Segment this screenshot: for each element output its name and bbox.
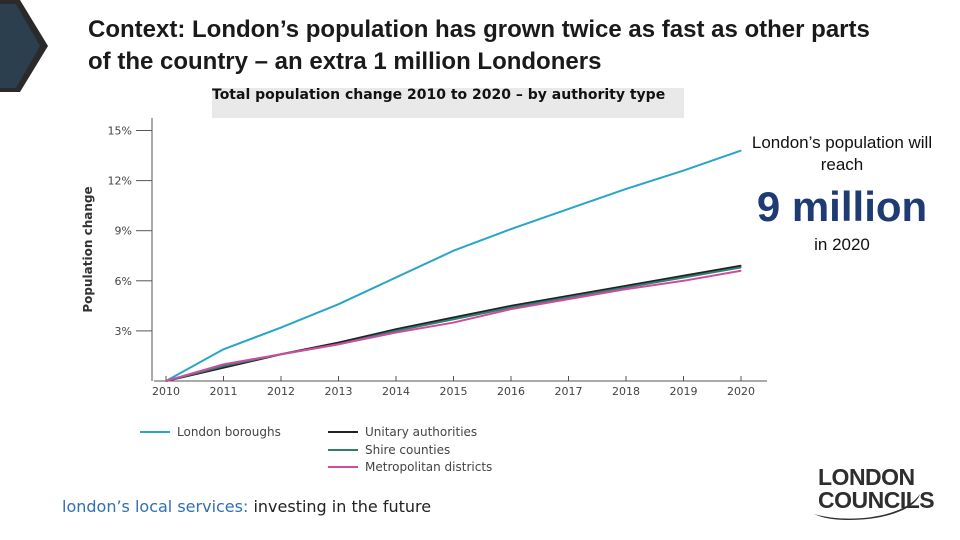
legend-label: Metropolitan districts — [365, 460, 492, 474]
data-point — [567, 296, 570, 299]
data-point — [452, 249, 455, 252]
data-point — [567, 298, 570, 300]
x-tick-label: 2015 — [440, 385, 468, 398]
data-point — [452, 316, 455, 319]
data-point — [625, 286, 627, 289]
data-point — [682, 280, 685, 282]
data-point — [222, 366, 225, 369]
x-tick-label: 2016 — [497, 385, 525, 398]
data-point — [740, 266, 742, 269]
data-point — [682, 276, 685, 279]
data-point — [510, 308, 512, 310]
data-point — [625, 188, 627, 190]
tagline-part-2: investing in the future — [248, 497, 432, 516]
data-point — [337, 303, 340, 305]
data-point — [567, 295, 570, 297]
x-tick-label: 2017 — [555, 385, 583, 398]
population-callout: London’s population will reach 9 million… — [748, 132, 936, 256]
data-point — [740, 264, 742, 267]
data-point — [740, 149, 742, 152]
data-point — [395, 331, 397, 334]
x-tick-label: 2020 — [727, 385, 755, 398]
callout-line-3: in 2020 — [814, 235, 870, 254]
data-point — [510, 228, 512, 230]
legend-label: Unitary authorities — [365, 425, 477, 439]
london-councils-logo: LONDON COUNCILS — [808, 458, 935, 522]
data-point — [510, 306, 512, 309]
data-point — [395, 276, 397, 279]
y-tick-label: 12% — [108, 175, 132, 188]
callout-highlight: 9 million — [756, 183, 928, 230]
legend-label: London boroughs — [177, 425, 281, 439]
series-line-london-boroughs — [165, 149, 742, 382]
data-point — [452, 321, 455, 324]
x-tick-label: 2012 — [267, 385, 295, 398]
data-point — [682, 169, 685, 172]
data-point — [280, 353, 282, 356]
x-tick-label: 2014 — [382, 385, 410, 398]
data-point — [165, 380, 167, 382]
data-point — [337, 343, 340, 346]
data-point — [567, 208, 570, 210]
data-point — [222, 363, 225, 366]
data-point — [740, 269, 742, 272]
callout-line-1: London’s population will reach — [751, 133, 933, 174]
data-point — [625, 285, 627, 287]
y-tick-label: 6% — [115, 275, 132, 288]
data-point — [280, 326, 282, 329]
data-point — [222, 348, 225, 351]
data-point — [337, 341, 340, 344]
tagline-part-1: london’s local services: — [62, 497, 249, 516]
chart-panel: 3% 6% 9% 12% 15% Population change 2010 2011 201… — [64, 84, 782, 488]
slide-title: Context: London’s population has grown t… — [88, 16, 870, 75]
footer-tagline: london’s local services: investing in th… — [62, 497, 431, 516]
data-point — [452, 318, 455, 321]
x-tick-label: 2013 — [325, 385, 353, 398]
data-point — [510, 305, 512, 307]
series-line-metropolitan-districts — [165, 269, 742, 382]
y-axis-label: Population change — [81, 186, 95, 312]
decorative-chevron — [0, 0, 48, 92]
legend-label: Shire counties — [365, 443, 450, 457]
chart-title: Total population change 2010 to 2020 – b… — [212, 88, 684, 118]
x-tick-label: 2011 — [210, 385, 238, 398]
data-point — [395, 330, 397, 332]
x-tick-label: 2010 — [152, 385, 180, 398]
x-tick-label: 2019 — [670, 385, 698, 398]
x-tick-label: 2018 — [612, 385, 640, 398]
data-point — [395, 328, 397, 331]
data-point — [682, 274, 685, 277]
y-tick-label: 15% — [108, 125, 132, 138]
logo-swoosh-icon — [814, 494, 920, 520]
line-chart: 3% 6% 9% 12% 15% Population change 2010 2011 201… — [81, 118, 767, 474]
y-tick-label: 3% — [115, 325, 132, 338]
data-point — [625, 288, 627, 290]
data-point — [222, 365, 225, 367]
y-tick-label: 9% — [115, 225, 132, 238]
logo-line-1: LONDON — [818, 464, 915, 490]
